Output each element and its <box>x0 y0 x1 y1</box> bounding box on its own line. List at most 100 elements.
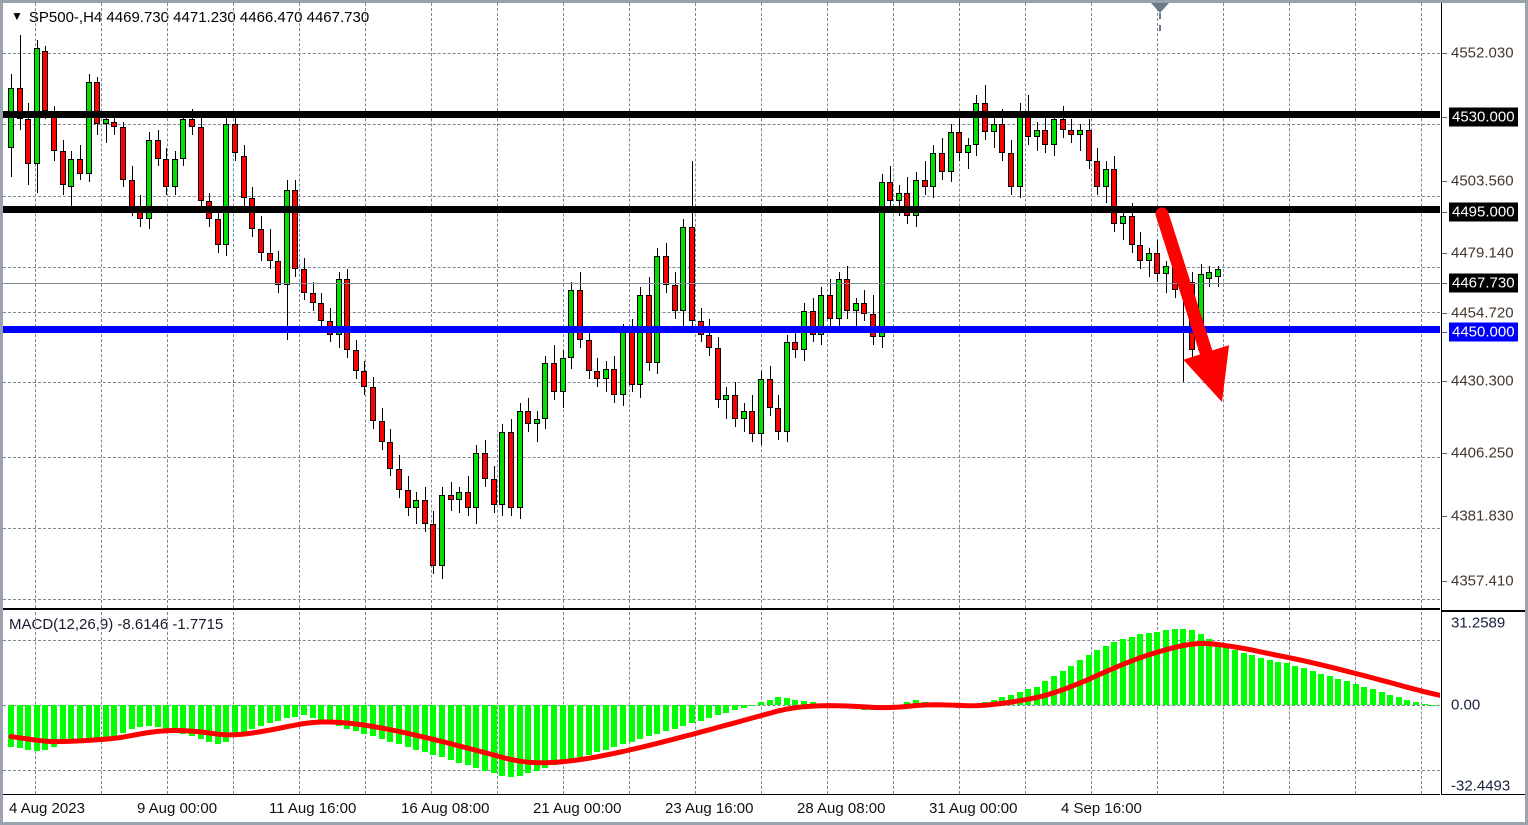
price-scale-label: 4503.560 <box>1451 172 1514 190</box>
macd-histogram-bar <box>103 705 109 738</box>
candle-bullish <box>620 331 626 396</box>
candle-bearish <box>1094 161 1100 188</box>
price-chart-panel[interactable]: ▼ SP500-,H4 4469.730 4471.230 4466.470 44… <box>3 3 1440 610</box>
price-level-black[interactable] <box>3 111 1440 118</box>
candle-wick <box>968 137 969 170</box>
candle-bullish <box>1017 111 1023 188</box>
macd-histogram-bar <box>387 705 393 742</box>
macd-histogram-bar <box>646 705 652 737</box>
gridline-vertical <box>761 3 762 608</box>
macd-histogram-bar <box>60 705 66 745</box>
candle-bullish <box>637 295 643 385</box>
macd-histogram-bar <box>663 705 669 732</box>
candle-bullish <box>34 48 40 164</box>
macd-histogram-bar <box>629 705 635 742</box>
candle-bearish <box>396 468 402 490</box>
candle-bearish <box>1154 253 1160 275</box>
candle-bearish <box>922 179 928 188</box>
candle-bullish <box>1206 271 1212 280</box>
macd-histogram-bar <box>68 705 74 744</box>
macd-histogram-bar <box>1129 636 1135 705</box>
candle-bullish <box>603 368 609 380</box>
macd-histogram-bar <box>1137 634 1143 705</box>
macd-histogram-bar <box>517 705 523 776</box>
candle-bullish <box>499 431 505 506</box>
candle-bullish <box>930 153 936 188</box>
candle-bearish <box>249 197 255 230</box>
macd-histogram-bar <box>1413 702 1419 705</box>
macd-histogram-bar <box>370 705 376 737</box>
macd-histogram-bar <box>25 705 31 750</box>
price-tick <box>1442 313 1447 314</box>
macd-histogram-bar <box>232 705 238 737</box>
gridline-vertical <box>1289 3 1290 608</box>
macd-histogram-bar <box>758 702 764 705</box>
macd-indicator-panel[interactable]: MACD(12,26,9) -8.6146 -1.7715 <box>3 612 1440 795</box>
macd-histogram-bar <box>284 705 290 719</box>
candle-bearish <box>25 119 31 164</box>
gridline-vertical <box>563 612 564 794</box>
price-level-gray[interactable] <box>3 283 1440 284</box>
price-level-black[interactable] <box>3 206 1440 213</box>
macd-histogram-bar <box>258 705 264 726</box>
price-tick <box>1442 283 1447 284</box>
time-axis-label: 9 Aug 00:00 <box>137 800 218 817</box>
macd-histogram-bar <box>292 705 298 717</box>
macd-scale-label: 31.2589 <box>1451 614 1506 632</box>
macd-histogram-bar <box>1353 684 1359 705</box>
macd-histogram-bar <box>301 705 307 716</box>
candle-bullish <box>1051 119 1057 146</box>
candle-bearish <box>310 292 316 304</box>
price-level-blue[interactable] <box>3 326 1440 333</box>
candle-bearish <box>267 253 273 261</box>
macd-histogram-bar <box>344 705 350 729</box>
macd-histogram-bar <box>413 705 419 750</box>
macd-histogram-bar <box>1223 647 1229 705</box>
macd-histogram-bar <box>732 705 738 711</box>
price-scale-label: 4450.000 <box>1449 322 1518 342</box>
candle-wick <box>270 229 271 269</box>
candle-wick <box>899 184 900 217</box>
macd-histogram-bar <box>120 705 126 733</box>
gridline-vertical <box>959 3 960 608</box>
macd-histogram-bar <box>654 705 660 734</box>
candle-bearish <box>1060 119 1066 130</box>
price-scale[interactable]: 4552.030 4530.000 4503.560 4495.000 4479.140… <box>1441 3 1525 795</box>
macd-histogram-bar <box>767 699 773 705</box>
time-axis-label: 21 Aug 00:00 <box>533 800 622 817</box>
macd-histogram-bar <box>1292 665 1298 705</box>
time-axis-label: 28 Aug 08:00 <box>797 800 886 817</box>
chart-marker-triangle-icon[interactable] <box>1151 3 1169 13</box>
price-tick <box>1442 117 1447 118</box>
candle-bearish <box>292 190 298 269</box>
gridline-horizontal <box>3 267 1440 268</box>
macd-histogram-bar <box>172 705 178 732</box>
gridline-vertical <box>1157 3 1158 608</box>
candle-bearish <box>629 331 635 385</box>
candle-bullish <box>172 158 178 188</box>
gridline-vertical <box>431 3 432 608</box>
candle-bullish <box>1163 266 1169 275</box>
candle-bearish <box>94 82 100 125</box>
triangle-down-icon[interactable]: ▼ <box>11 9 23 23</box>
macd-histogram-bar <box>1241 652 1247 705</box>
macd-signal-line <box>8 640 1440 766</box>
candle-bullish <box>853 303 859 311</box>
candle-bearish <box>672 284 678 311</box>
candle-bearish <box>577 289 583 340</box>
bearish-arrow-annotation[interactable] <box>3 3 1440 610</box>
macd-histogram-bar <box>680 705 686 726</box>
time-axis-label: 11 Aug 16:00 <box>269 800 357 817</box>
macd-histogram-bar <box>749 705 755 706</box>
price-scale-label: 4454.720 <box>1451 304 1514 322</box>
candle-bearish <box>129 179 135 209</box>
candle-bearish <box>17 87 23 120</box>
macd-histogram-bar <box>577 705 583 758</box>
macd-histogram-bar <box>1189 630 1195 705</box>
candle-bearish <box>1111 169 1117 225</box>
candle-bearish <box>448 494 454 501</box>
macd-histogram-bar <box>491 705 497 774</box>
macd-histogram-bar <box>560 705 566 763</box>
macd-histogram-bar <box>189 705 195 737</box>
candle-wick <box>856 297 857 332</box>
